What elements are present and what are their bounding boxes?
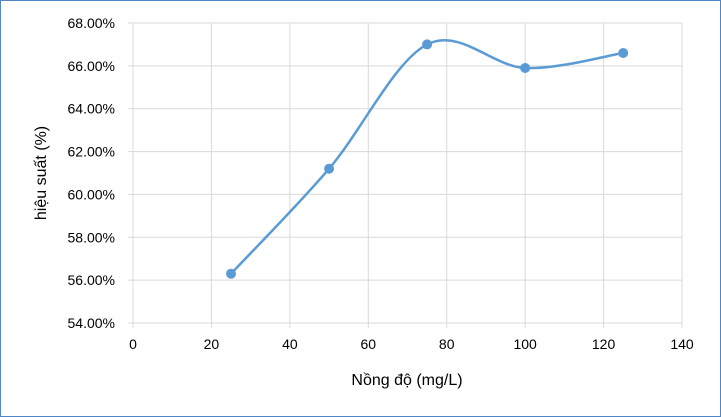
x-axis-title: Nồng độ (mg/L) [351,372,462,389]
x-tick-label: 120 [592,336,616,352]
x-tick-label: 40 [282,336,298,352]
y-tick-label: 60.00% [68,186,115,202]
x-tick-label: 140 [670,336,694,352]
x-tick-label: 0 [129,336,137,352]
data-point [520,63,531,73]
data-point [226,268,237,279]
grid-lines [133,22,682,323]
y-tick-label: 64.00% [68,101,115,117]
y-tick-label: 62.00% [68,144,115,160]
y-axis-title: hiệu suất (%) [33,126,50,220]
tick-labels: 0 20 40 60 80 100 120 140 54.00% 56.00% 58.00% 60.0… [68,15,694,352]
data-point [618,48,629,58]
y-tick-label: 56.00% [68,272,115,288]
y-tick-label: 54.00% [68,315,115,331]
series-layer [226,38,629,279]
y-tick-label: 58.00% [68,229,115,245]
data-point [422,39,433,50]
x-tick-label: 60 [360,336,376,352]
y-tick-label: 66.00% [68,58,115,74]
y-tick-label: 68.00% [68,15,115,31]
x-tick-label: 80 [439,336,455,352]
data-point [324,163,335,174]
axes [128,22,683,328]
x-tick-label: 20 [204,336,220,352]
x-tick-label: 100 [513,336,537,352]
